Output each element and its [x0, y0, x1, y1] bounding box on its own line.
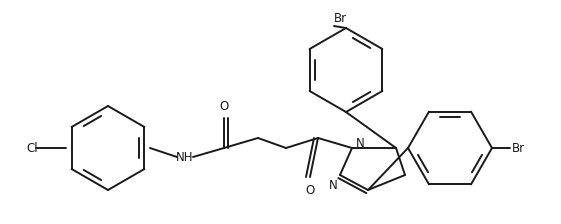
- Text: Br: Br: [334, 11, 347, 24]
- Text: N: N: [356, 136, 365, 149]
- Text: N: N: [329, 179, 338, 192]
- Text: Br: Br: [512, 142, 525, 155]
- Text: O: O: [305, 183, 315, 196]
- Text: Cl: Cl: [26, 142, 38, 155]
- Text: NH: NH: [176, 151, 194, 164]
- Text: O: O: [219, 99, 229, 112]
